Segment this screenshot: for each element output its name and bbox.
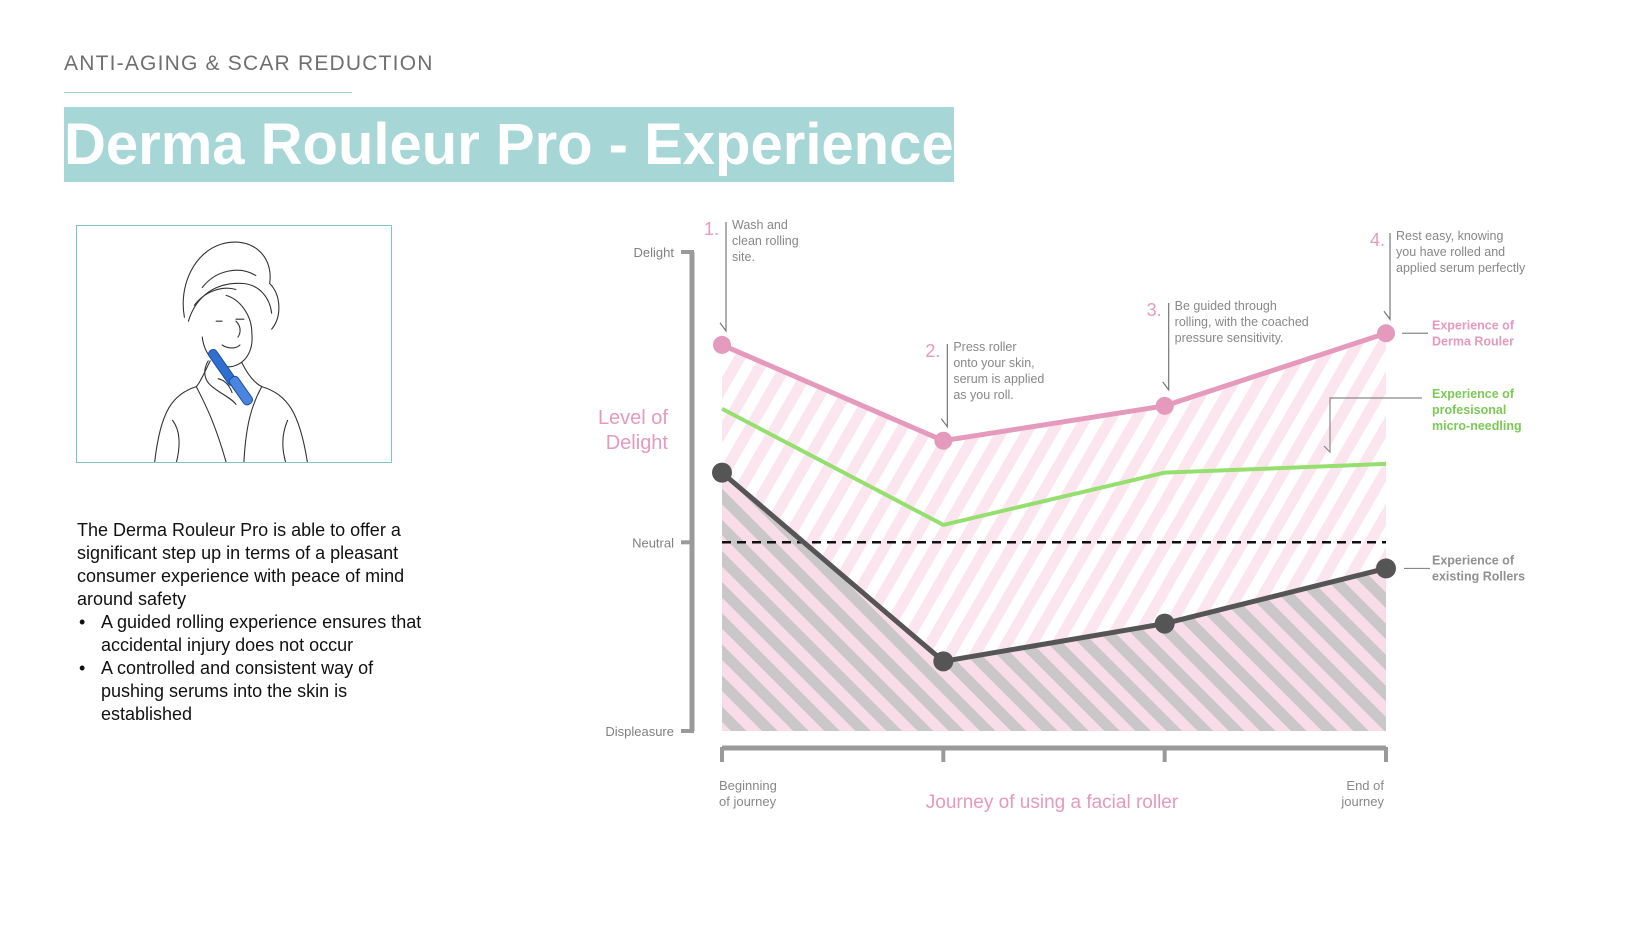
x-tick-label: Beginning of journey	[719, 778, 777, 809]
eyebrow-divider	[64, 92, 352, 93]
annotation-callout-line	[719, 222, 727, 333]
y-tick-label: Displeasure	[605, 724, 674, 739]
woman-with-towel-using-facial-roller-sketch	[154, 241, 308, 463]
data-point-existing-rollers	[1376, 558, 1396, 579]
y-tick-label: Delight	[634, 245, 675, 260]
description-bullet: A guided rolling experience ensures that…	[79, 611, 437, 657]
x-tick-label: End of journey	[1340, 778, 1384, 809]
data-point-existing-rollers	[933, 651, 954, 672]
area-existing-rollers	[722, 472, 1386, 731]
annotation-text: Press roller onto your skin, serum is appl…	[953, 340, 1044, 402]
data-point-derma-rouler	[713, 335, 731, 354]
legend-connector	[1323, 397, 1422, 454]
data-point-existing-rollers	[1154, 613, 1175, 634]
annotation-step-number: 1.	[704, 219, 719, 239]
annotation-step-number: 3.	[1147, 300, 1162, 320]
description-intro: The Derma Rouleur Pro is able to offer a…	[77, 520, 405, 609]
legend-label-derma-rouler: Experience of Derma Rouler	[1432, 318, 1515, 348]
data-point-derma-rouler	[934, 431, 953, 450]
title-band: Derma Rouleur Pro - Experience	[64, 107, 954, 182]
annotation-callout-line	[1383, 233, 1391, 322]
product-illustration	[76, 225, 392, 463]
y-tick-label: Neutral	[632, 535, 674, 550]
data-point-derma-rouler	[1155, 396, 1174, 415]
annotation-step-number: 4.	[1370, 230, 1385, 250]
section-eyebrow: ANTI-AGING & SCAR REDUCTION	[64, 52, 434, 75]
product-description: The Derma Rouleur Pro is able to offer a…	[77, 519, 437, 726]
annotation-callout-line	[940, 344, 948, 429]
data-point-derma-rouler	[1377, 324, 1395, 343]
annotation-text: Rest easy, knowing you have rolled and app…	[1396, 229, 1526, 275]
data-point-existing-rollers	[712, 462, 732, 483]
legend-label-professional-microneedling: Experience of profesisonal micro-needling	[1432, 387, 1522, 433]
annotation-callout-line	[1162, 303, 1170, 392]
series-line-professional-microneedling	[721, 406, 1387, 527]
legend-label-existing-rollers: Experience of existing Rollers	[1432, 553, 1525, 583]
page-title: Derma Rouleur Pro - Experience	[64, 112, 954, 177]
x-axis-label: Journey of using a facial roller	[926, 792, 1179, 813]
series-line-derma-rouler	[721, 330, 1387, 444]
description-bullets: A guided rolling experience ensures that…	[77, 611, 437, 726]
description-bullet: A controlled and consistent way of pushi…	[79, 657, 437, 726]
annotation-text: Be guided through rolling, with the coach…	[1175, 299, 1309, 345]
annotation-text: Wash and clean rolling site.	[732, 218, 799, 264]
series-line-existing-rollers	[720, 470, 1387, 664]
annotation-step-number: 2.	[925, 341, 940, 361]
y-axis-label: Level of Delight	[598, 407, 668, 454]
